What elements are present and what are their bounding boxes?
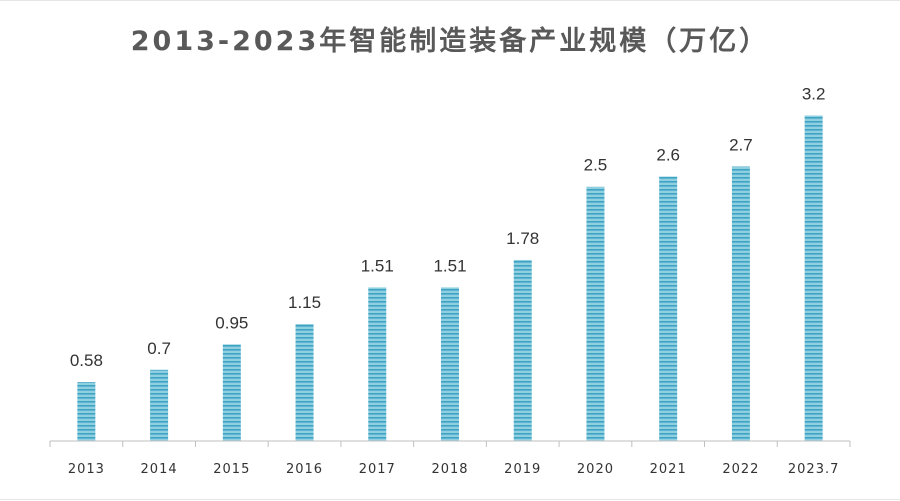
value-labels-group: 0.58 0.7 0.95 1.15 1.51 1.51 1.78 2.5 2.6 2.7 3.2 <box>70 85 826 370</box>
bar-2018 <box>441 287 459 441</box>
bar-2014 <box>150 369 169 441</box>
bar-2022 <box>731 166 750 441</box>
bar-2020 <box>586 186 605 441</box>
x-tick-label-2018: 2018 <box>431 462 468 477</box>
x-tick-label-2019: 2019 <box>504 462 541 477</box>
bar-2017 <box>368 287 387 441</box>
x-tick-label-2013: 2013 <box>68 462 105 477</box>
x-tick-labels-group: 2013 2014 2015 2016 2017 2018 2019 2020 2021 2022… <box>68 462 840 477</box>
x-tick-label-2020: 2020 <box>577 462 614 477</box>
x-tick-label-2021: 2021 <box>650 462 687 477</box>
value-label-2016: 1.15 <box>288 293 321 312</box>
bars-group <box>77 115 823 442</box>
value-label-2015: 0.95 <box>215 313 248 332</box>
bar-2019 <box>513 259 532 441</box>
value-label-2017: 1.51 <box>361 256 394 275</box>
bar-2015 <box>222 344 241 441</box>
value-label-2020: 2.5 <box>584 156 608 175</box>
value-label-2019: 1.78 <box>506 229 539 248</box>
bar-2016 <box>295 324 314 441</box>
x-tick-label-2014: 2014 <box>141 462 178 477</box>
bar-2013 <box>77 382 96 441</box>
bar-2021 <box>659 176 678 442</box>
chart-title: 2013-2023年智能制造装备产业规模（万亿） <box>130 26 770 57</box>
x-tick-label-2023.7: 2023.7 <box>788 462 840 477</box>
value-label-2013: 0.58 <box>70 351 103 370</box>
bar-2023.7 <box>804 115 823 441</box>
x-tick-label-2015: 2015 <box>213 462 250 477</box>
x-tick-label-2017: 2017 <box>359 462 396 477</box>
value-label-2022: 2.7 <box>729 135 753 154</box>
value-label-2023.7: 3.2 <box>802 85 826 104</box>
x-tick-label-2016: 2016 <box>286 462 323 477</box>
value-label-2021: 2.6 <box>656 146 680 165</box>
value-label-2018: 1.51 <box>433 256 466 275</box>
value-label-2014: 0.7 <box>147 339 171 358</box>
x-tick-label-2022: 2022 <box>722 462 759 477</box>
x-ticks-group <box>49 441 851 447</box>
